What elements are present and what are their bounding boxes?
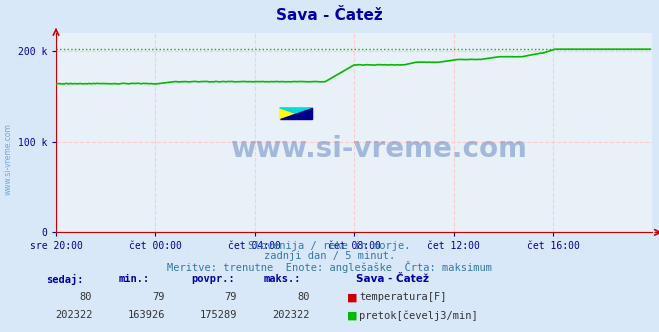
Text: Sava - Čatež: Sava - Čatež <box>356 274 429 284</box>
Polygon shape <box>279 108 312 119</box>
Text: min.:: min.: <box>119 274 150 284</box>
Text: 80: 80 <box>297 292 310 302</box>
Text: ■: ■ <box>347 310 358 320</box>
Text: 175289: 175289 <box>200 310 237 320</box>
Text: 79: 79 <box>225 292 237 302</box>
Text: 79: 79 <box>152 292 165 302</box>
Text: ■: ■ <box>347 292 358 302</box>
Text: 163926: 163926 <box>127 310 165 320</box>
Text: 202322: 202322 <box>55 310 92 320</box>
Text: zadnji dan / 5 minut.: zadnji dan / 5 minut. <box>264 251 395 261</box>
Text: www.si-vreme.com: www.si-vreme.com <box>229 135 527 163</box>
Text: www.si-vreme.com: www.si-vreme.com <box>3 124 13 195</box>
Text: povpr.:: povpr.: <box>191 274 235 284</box>
Text: Meritve: trenutne  Enote: anglešaške  Črta: maksimum: Meritve: trenutne Enote: anglešaške Črta… <box>167 261 492 273</box>
Polygon shape <box>279 108 312 119</box>
Text: 202322: 202322 <box>272 310 310 320</box>
Text: pretok[čevelj3/min]: pretok[čevelj3/min] <box>359 310 478 321</box>
Text: Slovenija / reke in morje.: Slovenija / reke in morje. <box>248 241 411 251</box>
Text: 80: 80 <box>80 292 92 302</box>
Polygon shape <box>279 108 312 119</box>
Text: maks.:: maks.: <box>264 274 301 284</box>
Text: Sava - Čatež: Sava - Čatež <box>276 8 383 23</box>
Text: temperatura[F]: temperatura[F] <box>359 292 447 302</box>
Text: sedaj:: sedaj: <box>46 274 84 285</box>
